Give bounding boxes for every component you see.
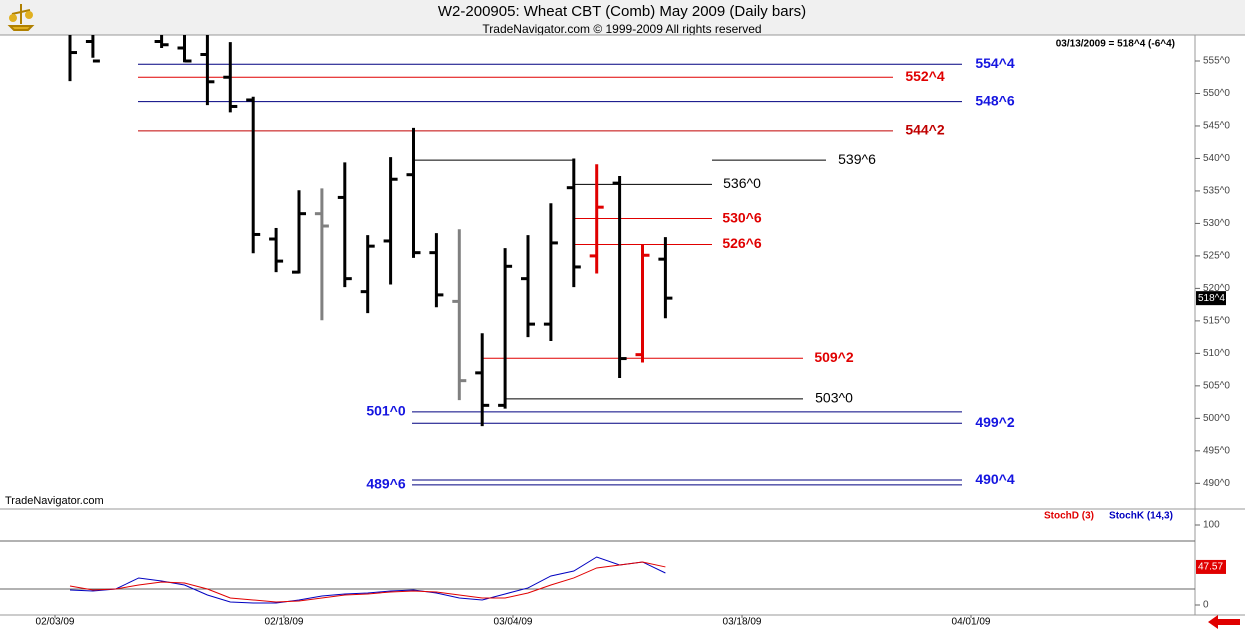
level-label: 530^6 bbox=[722, 209, 762, 225]
level-label: 552^4 bbox=[905, 68, 945, 84]
level-label: 509^2 bbox=[814, 349, 854, 365]
level-label: 501^0 bbox=[366, 403, 406, 419]
y-tick-label: 0 bbox=[1203, 600, 1209, 611]
x-tick-label: 04/01/09 bbox=[952, 617, 991, 628]
y-tick-label: 100 bbox=[1203, 520, 1220, 531]
x-tick-label: 03/18/09 bbox=[723, 617, 762, 628]
scroll-arrow[interactable] bbox=[1208, 615, 1240, 629]
level-label: 536^0 bbox=[723, 175, 761, 191]
y-tick-label: 510^0 bbox=[1203, 348, 1230, 359]
level-label: 554^4 bbox=[975, 55, 1015, 71]
y-tick-label: 550^0 bbox=[1203, 88, 1230, 99]
last-value-box bbox=[1196, 559, 1226, 574]
price-plot bbox=[68, 35, 962, 486]
stoch-plot bbox=[0, 540, 1195, 604]
y-tick-label: 535^0 bbox=[1203, 186, 1230, 197]
logo bbox=[7, 2, 35, 31]
legend-entry: StochD (3) bbox=[1044, 511, 1094, 522]
y-tick-label: 515^0 bbox=[1203, 316, 1230, 327]
y-tick-label: 545^0 bbox=[1203, 121, 1230, 132]
watermark: TradeNavigator.com bbox=[5, 495, 104, 507]
stoch-line bbox=[69, 561, 666, 603]
level-label: 489^6 bbox=[366, 476, 406, 492]
chart-title: W2-200905: Wheat CBT (Comb) May 2009 (Da… bbox=[438, 3, 806, 20]
y-tick-label: 495^0 bbox=[1203, 445, 1230, 456]
last-price-box bbox=[1196, 291, 1226, 306]
y-tick-label: 520^0 bbox=[1203, 283, 1230, 294]
last-value-label: 47.57 bbox=[1198, 562, 1223, 573]
chart-subtitle: TradeNavigator.com © 1999-2009 All right… bbox=[482, 22, 761, 36]
level-label: 544^2 bbox=[905, 122, 945, 138]
title-bar bbox=[0, 0, 1245, 35]
y-tick-label: 540^0 bbox=[1203, 153, 1230, 164]
level-label: 490^4 bbox=[975, 471, 1015, 487]
y-tick-label: 505^0 bbox=[1203, 380, 1230, 391]
y-tick-label: 530^0 bbox=[1203, 218, 1230, 229]
y-tick-label: 500^0 bbox=[1203, 413, 1230, 424]
level-label: 499^2 bbox=[975, 414, 1015, 430]
x-tick-label: 03/04/09 bbox=[494, 617, 533, 628]
x-tick-label: 02/18/09 bbox=[265, 617, 304, 628]
last-price-label: 518^4 bbox=[1198, 293, 1225, 304]
legend-entry: StochK (14,3) bbox=[1109, 511, 1173, 522]
level-label: 503^0 bbox=[815, 390, 853, 406]
level-label: 539^6 bbox=[838, 151, 876, 167]
y-tick-label: 490^0 bbox=[1203, 478, 1230, 489]
level-label: 526^6 bbox=[722, 235, 762, 251]
level-label: 548^6 bbox=[975, 92, 1015, 108]
y-tick-label: 555^0 bbox=[1203, 56, 1230, 67]
y-tick-label: 525^0 bbox=[1203, 251, 1230, 262]
x-tick-label: 02/03/09 bbox=[36, 617, 75, 628]
header-quote: 03/13/2009 = 518^4 (-6^4) bbox=[1056, 39, 1175, 50]
